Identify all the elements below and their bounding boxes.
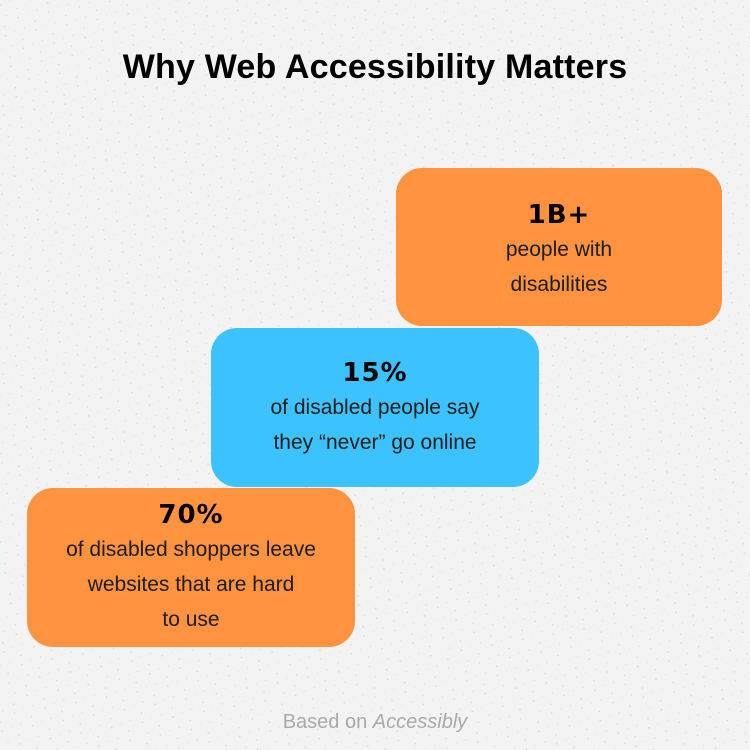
stat-description: of disabled people say they “never” go o… [270,396,480,454]
stat-value: 15% [342,358,408,388]
stat-card-shoppers-leave: 70% of disabled shoppers leave websites … [27,488,355,647]
source-name: Accessibly [372,711,468,733]
stat-value: 1B+ [527,200,591,230]
stat-description: of disabled shoppers leave websites that… [66,538,316,631]
page-title: Why Web Accessibility Matters [122,48,628,86]
source-prefix: Based on [282,711,368,733]
stat-description: people with disabilities [505,238,613,296]
stat-card-never-online: 15% of disabled people say they “never” … [211,328,539,487]
stat-value: 70% [158,500,224,530]
source-credit: Based on Accessibly [0,711,750,734]
stat-card-disabilities: 1B+ people with disabilities [396,168,722,326]
